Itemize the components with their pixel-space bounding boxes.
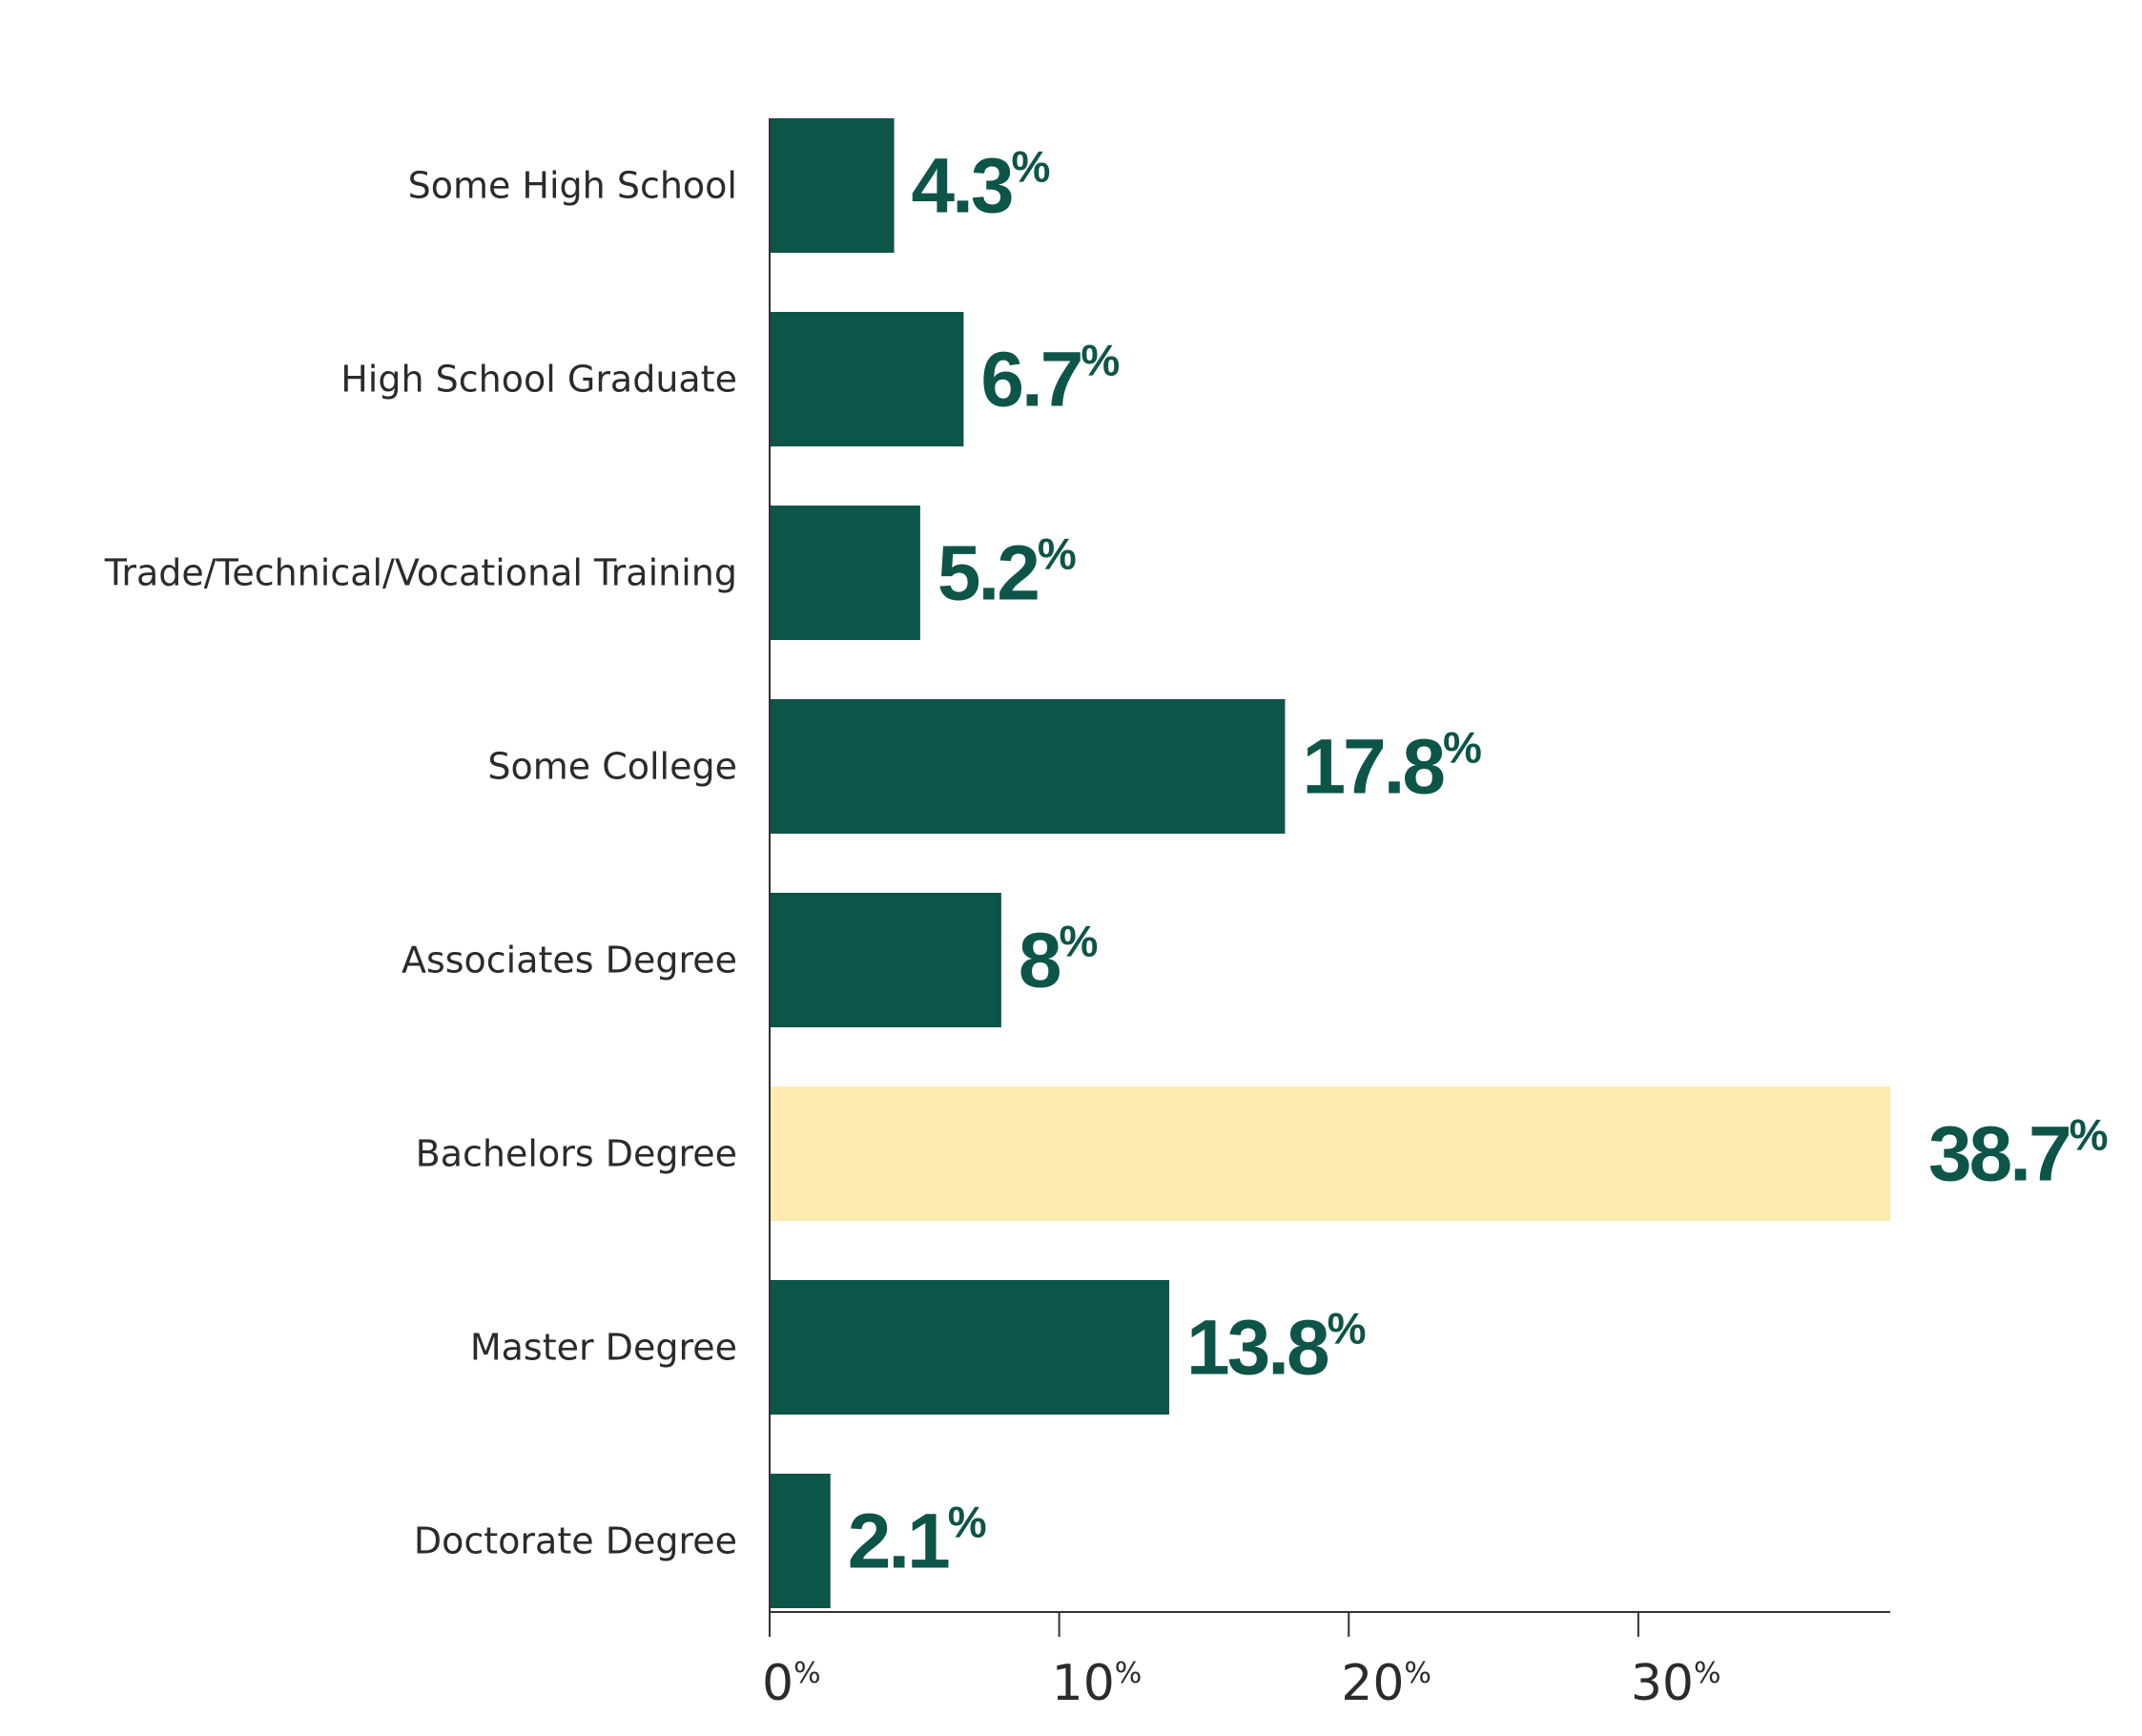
bar-trade-technical-vocational-training xyxy=(771,506,920,640)
bar-some-high-school xyxy=(771,118,895,253)
category-label: Associates Degree xyxy=(402,940,737,982)
x-tick-label: 0% xyxy=(762,1655,821,1712)
value-label: 13.8% xyxy=(1186,1304,1367,1392)
bar-some-college xyxy=(771,699,1286,834)
category-label: Some High School xyxy=(408,165,737,207)
value-label: 5.2% xyxy=(937,529,1077,617)
value-label: 8% xyxy=(1019,917,1099,1004)
value-label: 2.1% xyxy=(848,1498,987,1585)
x-tick-label: 20% xyxy=(1341,1655,1431,1712)
category-label: Trade/Technical/Vocational Training xyxy=(104,552,737,594)
bar-bachelors-degree xyxy=(771,1086,1890,1221)
category-labels: Some High School High School Graduate Trad… xyxy=(104,165,737,1562)
x-tick-label: 10% xyxy=(1052,1655,1143,1712)
bar-doctorate-degree xyxy=(771,1474,831,1608)
x-tick-label: 30% xyxy=(1631,1655,1721,1712)
category-label: Master Degree xyxy=(470,1327,737,1369)
value-label: 38.7% xyxy=(1928,1110,2109,1198)
category-label: Doctorate Degree xyxy=(414,1520,737,1562)
bar-master-degree xyxy=(771,1280,1169,1415)
value-label: 6.7% xyxy=(980,336,1120,424)
value-labels: 4.3% 6.7% 5.2% 17.8% 8% 38.7% 13.8% 2.1% xyxy=(848,142,2109,1585)
category-label: High School Graduate xyxy=(340,359,737,401)
bar-high-school-graduate xyxy=(771,312,964,446)
value-label: 4.3% xyxy=(912,142,1051,230)
bar-associates-degree xyxy=(771,893,1001,1027)
category-label: Some College xyxy=(487,746,737,788)
value-label: 17.8% xyxy=(1302,723,1482,811)
axes: 0% 10% 20% 30% xyxy=(762,118,1890,1712)
category-label: Bachelors Degree xyxy=(416,1133,737,1175)
bars xyxy=(771,118,1890,1608)
